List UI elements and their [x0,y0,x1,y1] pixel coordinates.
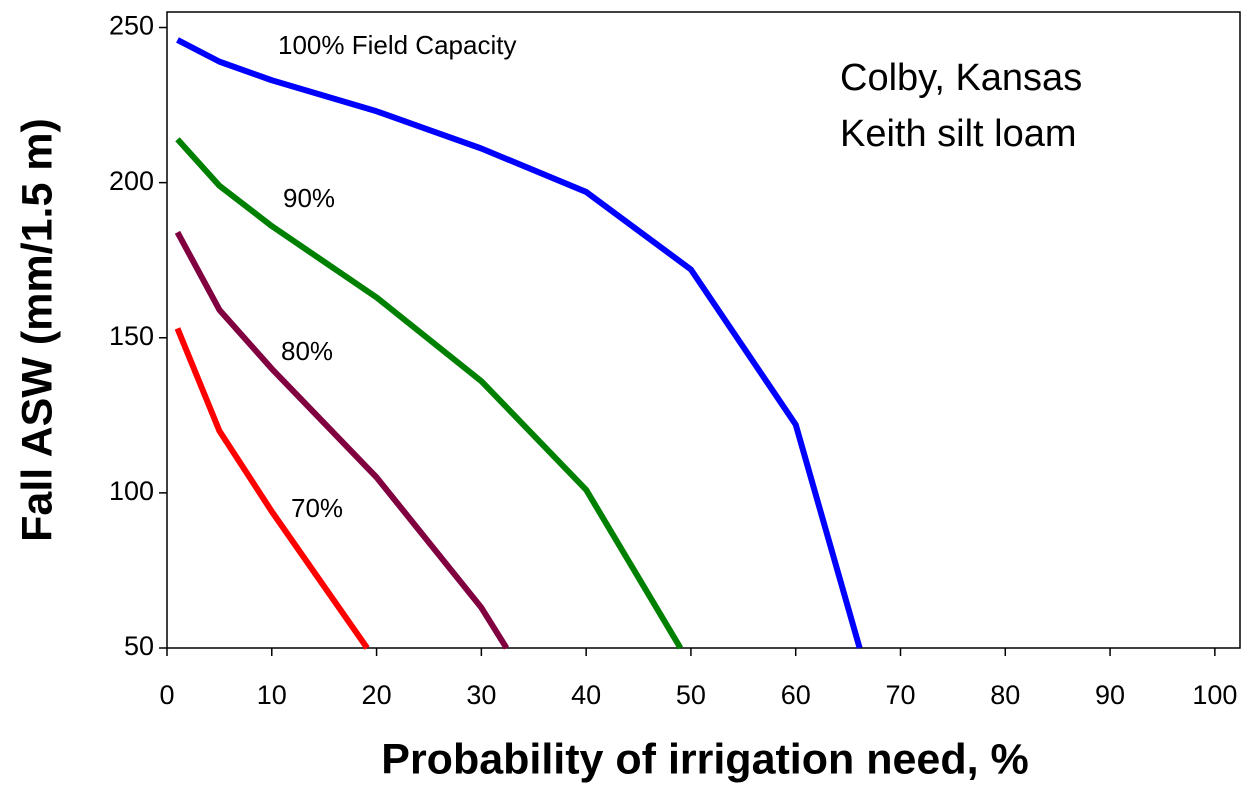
x-tick-label: 20 [362,680,392,710]
y-tick-label: 200 [109,166,154,196]
series-label: 90% [283,183,335,213]
x-axis-title: Probability of irrigation need, % [381,735,1028,783]
x-tick-label: 30 [466,680,496,710]
x-tick-label: 0 [159,680,174,710]
y-tick-label: 100 [109,476,154,506]
plot-frame [166,11,1241,649]
series-line [175,137,684,650]
x-tick-label: 90 [1095,680,1125,710]
y-tick-label: 150 [109,321,154,351]
series-line [174,327,370,650]
x-tick-label: 60 [781,680,811,710]
annotation: Colby, Kansas [840,57,1082,99]
y-tick-label: 250 [109,11,154,41]
y-tick-label: 50 [124,631,154,661]
x-tick-label: 40 [571,680,601,710]
series-line [176,37,863,649]
x-tick-label: 80 [990,680,1020,710]
series-label: 70% [291,493,343,523]
annotation: Keith silt loam [840,113,1077,155]
x-tick-label: 100 [1192,680,1237,710]
x-tick-label: 10 [257,680,287,710]
series-label: 100% Field Capacity [278,30,516,60]
x-tick-label: 70 [885,680,915,710]
series-label: 80% [281,336,333,366]
series-line [174,230,510,650]
x-tick-label: 50 [676,680,706,710]
y-axis-title: Fall ASW (mm/1.5 m) [13,118,61,542]
